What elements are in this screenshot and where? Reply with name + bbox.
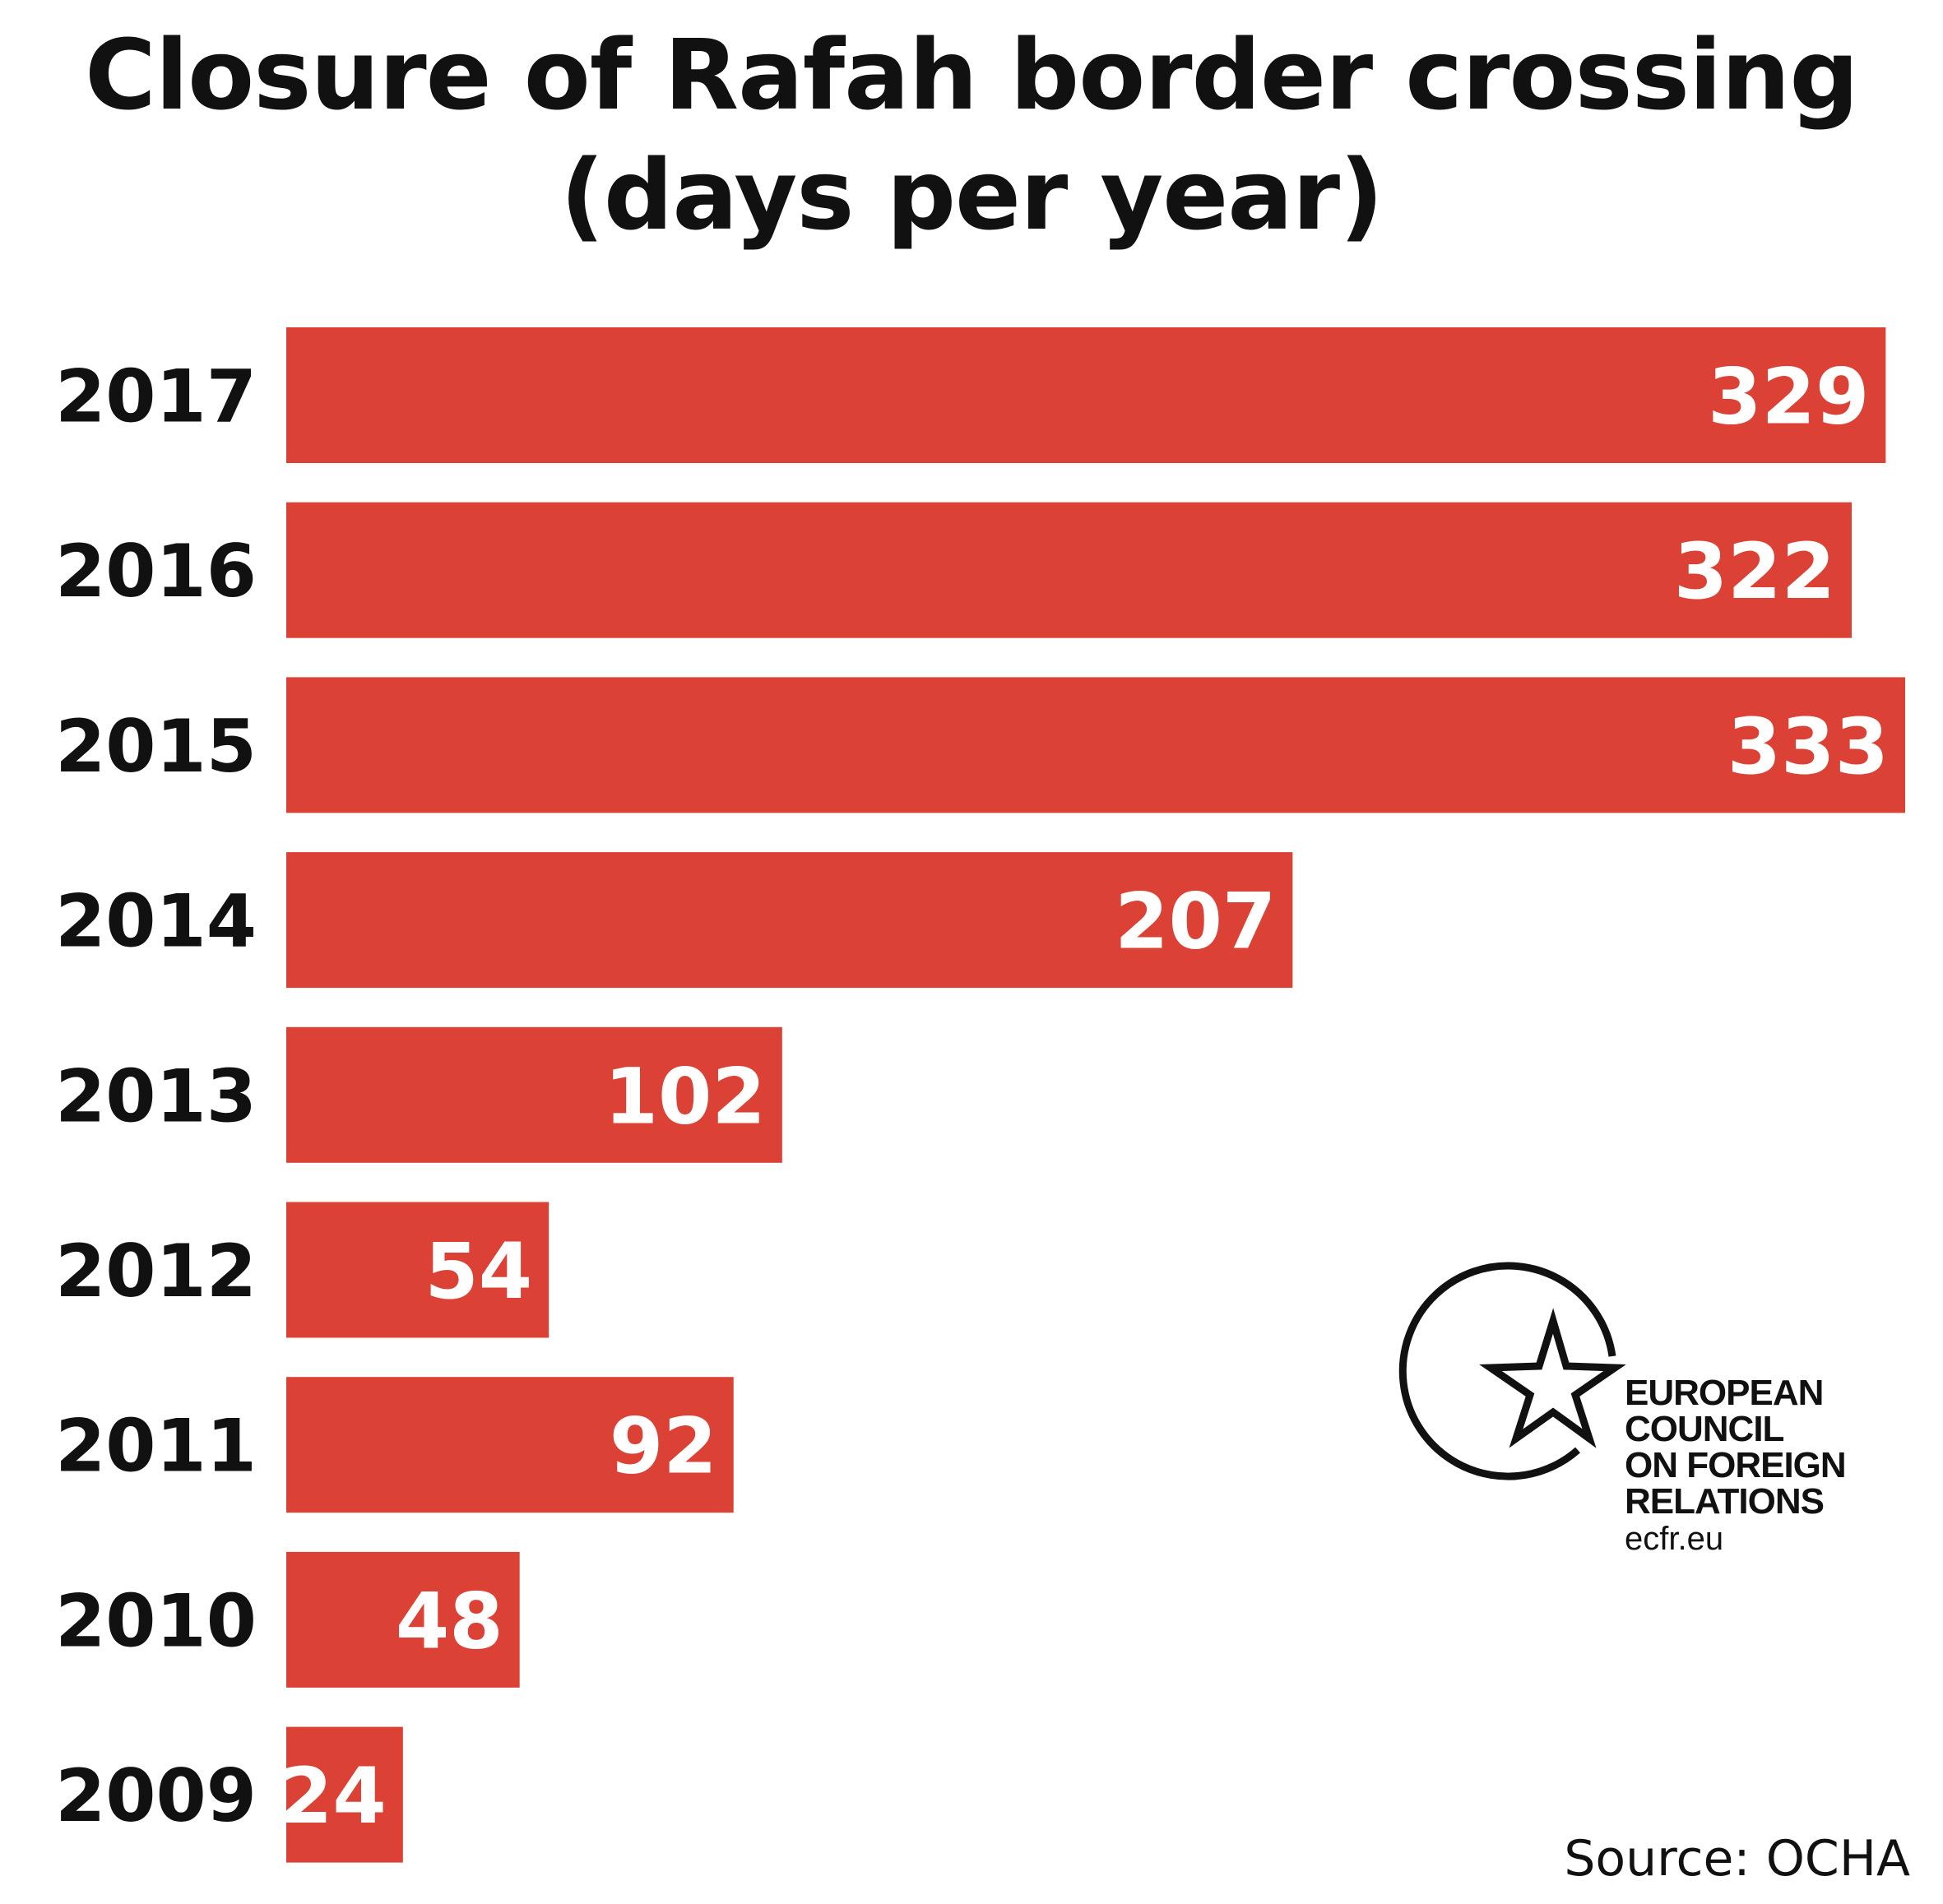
value-label-2017: 329 [1708,353,1869,442]
value-label-2009: 24 [279,1752,387,1841]
logo-circle [1398,1262,1616,1480]
bar-2015 [286,677,1905,813]
bar-2013 [286,1026,782,1163]
chart-title-line1: Closure of Rafah border crossing [85,18,1859,132]
value-label-2012: 54 [424,1227,532,1317]
bar-2016 [286,502,1852,638]
value-label-2016: 322 [1674,527,1835,617]
ecfr-logo-mark [1398,1262,1626,1480]
source-note: Source: OCHA [1564,1830,1910,1888]
star-icon [1479,1308,1626,1448]
bar-2012 [286,1202,550,1338]
year-label-2017: 2017 [55,354,257,439]
chart-title: Closure of Rafah border crossing (days p… [0,15,1943,255]
year-label-2013: 2013 [55,1054,257,1138]
year-label-2010: 2010 [55,1578,257,1663]
year-label-2011: 2011 [55,1404,257,1489]
value-label-2014: 207 [1115,878,1276,967]
year-label-2015: 2015 [55,704,257,789]
logo-line-4: RELATIONS [1625,1481,1825,1522]
value-label-2015: 333 [1727,702,1889,792]
bar-2017 [286,327,1886,463]
logo-line-2: COUNCIL [1625,1409,1784,1449]
ecfr-logo-text: EUROPEAN COUNCIL ON FOREIGN RELATIONS ec… [1625,1373,1847,1558]
bar-2009 [286,1726,403,1863]
bar-2011 [286,1377,734,1513]
value-label-2011: 92 [610,1402,717,1492]
chart-title-line2: (days per year) [559,138,1384,252]
logo-url: ecfr.eu [1625,1521,1724,1557]
value-label-2013: 102 [605,1052,766,1142]
logo-line-1: EUROPEAN [1625,1373,1824,1413]
bar-2010 [286,1551,520,1688]
bar-2014 [286,852,1293,989]
value-label-2010: 48 [396,1577,503,1666]
year-label-2014: 2014 [55,879,257,964]
year-label-2016: 2016 [55,529,257,614]
year-label-2009: 2009 [55,1753,257,1838]
year-label-2012: 2012 [55,1229,257,1313]
logo-line-3: ON FOREIGN [1625,1445,1847,1485]
